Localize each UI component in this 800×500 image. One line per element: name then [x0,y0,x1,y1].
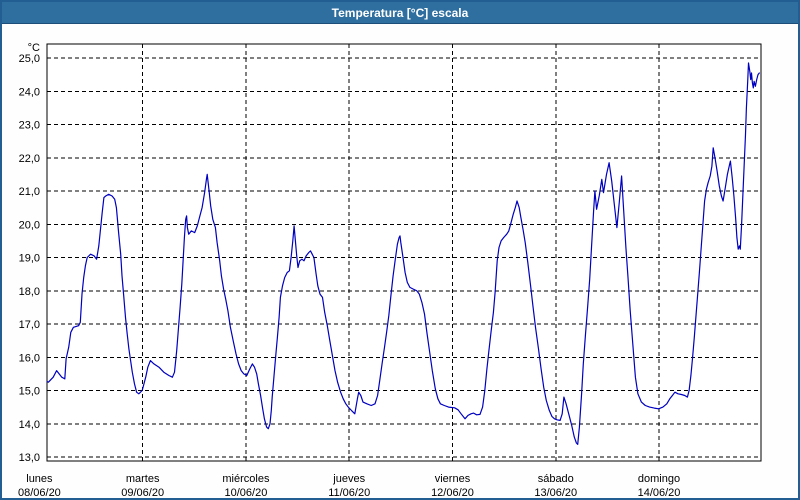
chart-area: 25,0 24,0 23,0 22,0 21,0 20,0 19,0 18,0 17,0 16,0… [2,24,798,498]
temperature-line [47,62,760,445]
y-tick-label: 15,0 [19,386,40,398]
x-date-label: 12/06/20 [431,487,474,498]
y-tick-label: 19,0 [19,253,40,265]
x-date-label: 08/06/20 [18,487,61,498]
plot-border [46,43,762,462]
x-date-label: 09/06/20 [121,487,164,498]
y-tick-label: 24,0 [19,86,40,98]
x-day-label: jueves [332,473,365,485]
y-tick-label: 13,0 [19,452,40,464]
x-day-label: lunes [26,473,53,485]
y-axis-unit-label: °C [28,42,40,54]
window-title: Temperatura [°C] escala [331,5,469,20]
title-bar: Temperatura [°C] escala [2,2,798,24]
x-date-label: 10/06/20 [225,487,268,498]
y-tick-label: 25,0 [19,53,40,65]
x-day-label: martes [126,473,160,485]
y-tick-label: 20,0 [19,219,40,231]
y-tick-label: 16,0 [19,352,40,364]
y-tick-label: 22,0 [19,153,40,165]
x-day-label: domingo [638,473,680,485]
x-date-label: 13/06/20 [534,487,577,498]
temperature-chart: 25,0 24,0 23,0 22,0 21,0 20,0 19,0 18,0 17,0 16,0… [18,42,762,498]
y-tick-label: 17,0 [19,319,40,331]
x-day-label: viernes [435,473,471,485]
y-tick-label: 23,0 [19,120,40,132]
y-tick-label: 14,0 [19,419,40,431]
x-date-label: 14/06/20 [638,487,681,498]
x-day-label: miércoles [222,473,270,485]
y-tick-label: 18,0 [19,286,40,298]
x-date-label: 11/06/20 [328,487,370,498]
x-day-label: sábado [538,473,574,485]
y-tick-label: 21,0 [19,186,40,198]
